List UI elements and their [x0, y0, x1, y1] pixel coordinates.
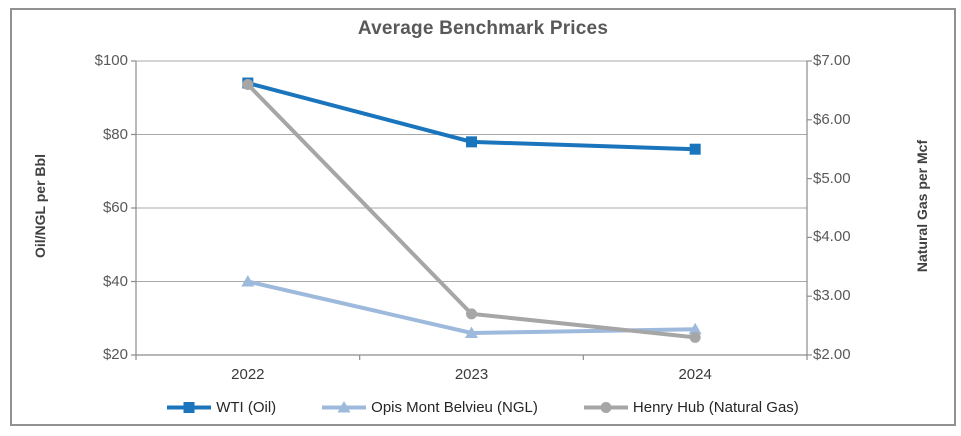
legend-marker-circle-icon: [583, 401, 628, 413]
plot-area: [131, 60, 812, 360]
series-marker: [466, 308, 477, 320]
right-axis-tick-label: $5.00: [813, 169, 851, 187]
left-axis-title: Oil/NGL per Bbl: [32, 154, 48, 258]
series-marker: [689, 143, 701, 155]
x-axis-category-label: 2022: [231, 366, 265, 383]
x-axis-category-label: 2024: [678, 366, 712, 383]
chart-title: Average Benchmark Prices: [357, 18, 609, 39]
series-line: [246, 83, 696, 340]
series-marker: [241, 275, 255, 287]
legend-marker-triangle-icon: [322, 400, 367, 412]
legend-marker-square-icon: [167, 401, 212, 413]
series-marker: [465, 326, 478, 338]
right-axis-tick-label: $4.00: [813, 228, 851, 246]
series-marker: [689, 331, 701, 343]
chart-legend: WTI (Oil) Opis Mont Belvieu (NGL) Henry Hu…: [12, 394, 954, 420]
right-axis-tick-label: $3.00: [813, 287, 851, 305]
series-marker: [466, 136, 477, 148]
series-line: [247, 279, 696, 335]
left-axis-tick-label: $40: [102, 272, 128, 290]
x-axis-category-label: 2023: [454, 366, 489, 383]
legend-label: Opis Mont Belvieu (NGL): [371, 398, 538, 416]
legend-item: Henry Hub (Natural Gas): [583, 398, 799, 416]
legend-label: WTI (Oil): [216, 398, 277, 416]
right-axis-tick-label: $6.00: [813, 110, 851, 128]
right-axis-tick-label: $7.00: [813, 52, 851, 69]
legend-item: Opis Mont Belvieu (NGL): [322, 399, 538, 416]
right-axis-tick-label: $2.00: [813, 346, 851, 363]
left-axis-tick-label: $80: [102, 125, 128, 143]
chart-frame: Average Benchmark Prices $100 $80 $60 $40 $2…: [10, 8, 956, 426]
legend-label: Henry Hub (Natural Gas): [632, 398, 799, 416]
left-axis-tick-label: $60: [102, 199, 128, 216]
series-marker: [688, 322, 702, 335]
left-axis-tick-label: $100: [94, 52, 128, 69]
left-axis-tick-label: $20: [102, 346, 128, 363]
right-axis-title: Natural Gas per Mcf: [914, 139, 930, 273]
series-marker: [242, 79, 254, 91]
legend-item: WTI (Oil): [167, 399, 276, 416]
